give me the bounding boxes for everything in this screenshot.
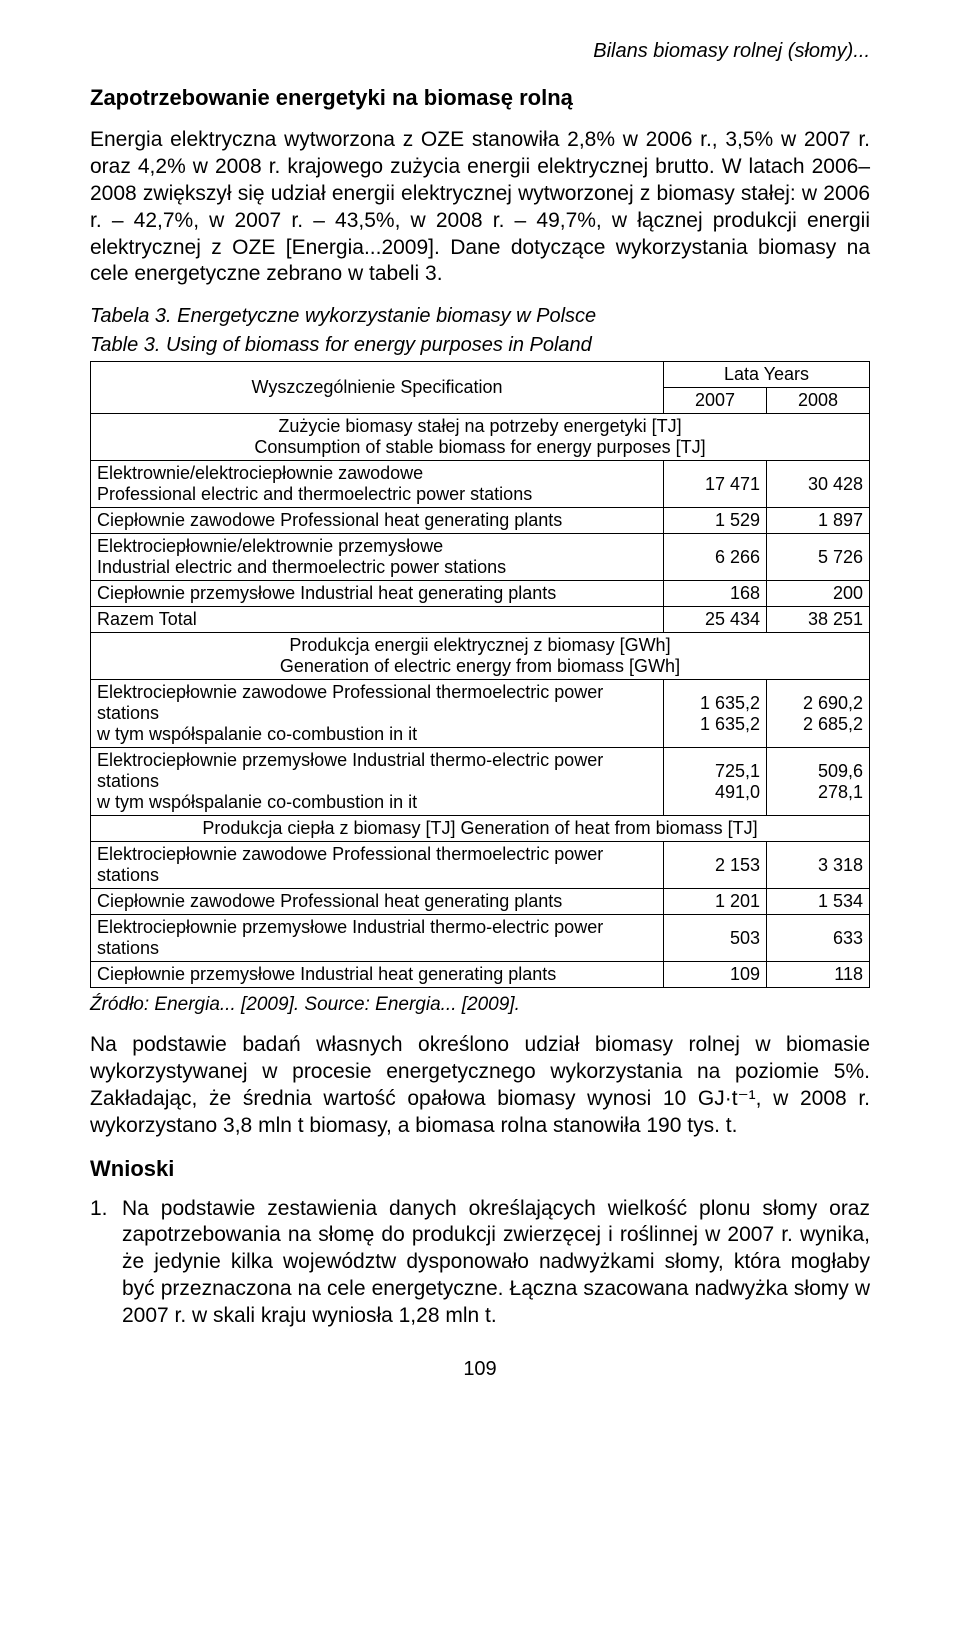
table-header-years: Lata Years	[664, 362, 870, 388]
table-subhead-2: Produkcja energii elektrycznej z biomasy…	[91, 633, 870, 680]
row-val: 200	[767, 581, 870, 607]
biomass-table: Wyszczególnienie Specification Lata Year…	[90, 361, 870, 988]
paragraph-2: Na podstawie badań własnych określono ud…	[90, 1032, 870, 1140]
table-row: Ciepłownie przemysłowe Industrial heat g…	[91, 581, 870, 607]
row-label: Razem Total	[91, 607, 664, 633]
row-val: 168	[664, 581, 767, 607]
row-label: Ciepłownie zawodowe Professional heat ge…	[91, 889, 664, 915]
row-val: 5 726	[767, 534, 870, 581]
table-header-spec: Wyszczególnienie Specification	[91, 362, 664, 414]
row-label: Elektrociepłownie przemysłowe Industrial…	[91, 915, 664, 962]
table-row: Ciepłownie zawodowe Professional heat ge…	[91, 508, 870, 534]
row-label: Ciepłownie przemysłowe Industrial heat g…	[91, 581, 664, 607]
list-marker: 1.	[90, 1196, 122, 1330]
row-val: 38 251	[767, 607, 870, 633]
table-caption-en: Table 3. Using of biomass for energy pur…	[90, 333, 870, 357]
table-row: Elektrociepłownie przemysłowe Industrial…	[91, 748, 870, 816]
table-subhead-3: Produkcja ciepła z biomasy [TJ] Generati…	[91, 816, 870, 842]
list-content: Na podstawie zestawienia danych określaj…	[122, 1196, 870, 1330]
table-header-year1: 2007	[664, 388, 767, 414]
row-label: Elektrociepłownie zawodowe Professional …	[91, 680, 664, 748]
row-label: Elektrownie/elektrociepłownie zawodowePr…	[91, 461, 664, 508]
table-caption-pl: Tabela 3. Energetyczne wykorzystanie bio…	[90, 304, 870, 328]
row-val: 633	[767, 915, 870, 962]
row-label: Elektrociepłownie przemysłowe Industrial…	[91, 748, 664, 816]
row-val: 118	[767, 962, 870, 988]
conclusion-item-1: 1. Na podstawie zestawienia danych okreś…	[90, 1196, 870, 1330]
table-subhead-1: Zużycie biomasy stałej na potrzeby energ…	[91, 414, 870, 461]
row-val: 1 897	[767, 508, 870, 534]
table-row: Elektrociepłownie przemysłowe Industrial…	[91, 915, 870, 962]
source-note: Źródło: Energia... [2009]. Source: Energ…	[90, 994, 870, 1016]
table-row: Elektrociepłownie zawodowe Professional …	[91, 842, 870, 889]
row-val: 2 153	[664, 842, 767, 889]
row-val: 1 534	[767, 889, 870, 915]
row-val: 725,1491,0	[664, 748, 767, 816]
row-val: 1 635,21 635,2	[664, 680, 767, 748]
row-val: 3 318	[767, 842, 870, 889]
row-val: 17 471	[664, 461, 767, 508]
table-row: Ciepłownie przemysłowe Industrial heat g…	[91, 962, 870, 988]
table-header-year2: 2008	[767, 388, 870, 414]
row-val: 6 266	[664, 534, 767, 581]
row-val: 25 434	[664, 607, 767, 633]
row-val: 2 690,22 685,2	[767, 680, 870, 748]
row-val: 509,6278,1	[767, 748, 870, 816]
table-row: Elektrociepłownie/elektrownie przemysłow…	[91, 534, 870, 581]
row-label: Ciepłownie przemysłowe Industrial heat g…	[91, 962, 664, 988]
row-label: Ciepłownie zawodowe Professional heat ge…	[91, 508, 664, 534]
paragraph-1: Energia elektryczna wytworzona z OZE sta…	[90, 127, 870, 288]
row-val: 109	[664, 962, 767, 988]
row-val: 1 529	[664, 508, 767, 534]
running-title: Bilans biomasy rolnej (słomy)...	[90, 40, 870, 63]
table-row: Razem Total 25 434 38 251	[91, 607, 870, 633]
page-number: 109	[90, 1358, 870, 1381]
section-heading: Zapotrzebowanie energetyki na biomasę ro…	[90, 85, 870, 111]
row-label: Elektrociepłownie zawodowe Professional …	[91, 842, 664, 889]
table-row: Elektrownie/elektrociepłownie zawodowePr…	[91, 461, 870, 508]
row-val: 30 428	[767, 461, 870, 508]
table-row: Ciepłownie zawodowe Professional heat ge…	[91, 889, 870, 915]
conclusions-heading: Wnioski	[90, 1156, 870, 1182]
row-val: 503	[664, 915, 767, 962]
table-row: Elektrociepłownie zawodowe Professional …	[91, 680, 870, 748]
row-label: Elektrociepłownie/elektrownie przemysłow…	[91, 534, 664, 581]
row-val: 1 201	[664, 889, 767, 915]
